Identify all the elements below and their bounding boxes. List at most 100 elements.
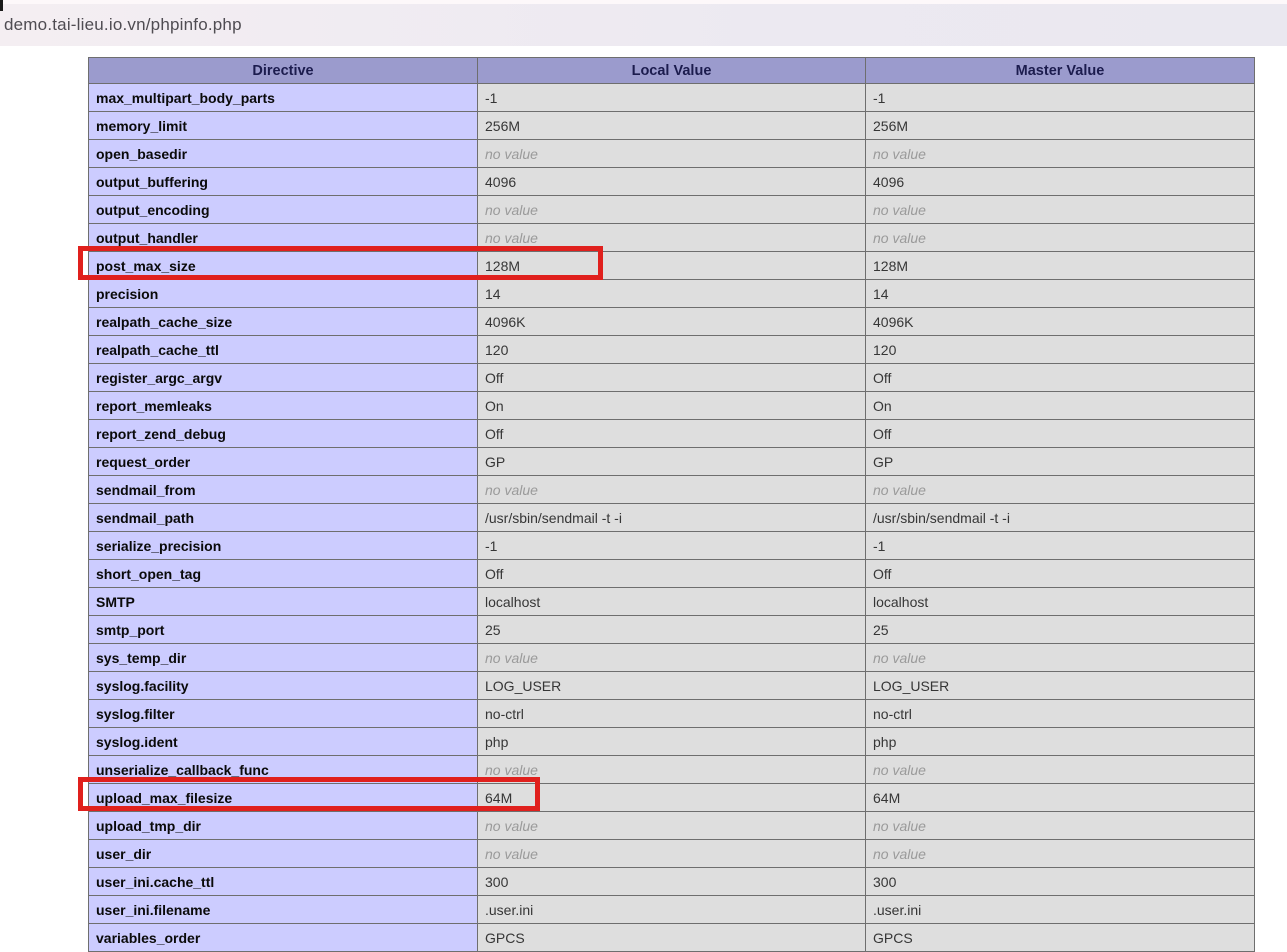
master-value-cell: no-ctrl (865, 699, 1255, 728)
local-value-cell: On (477, 391, 866, 420)
table-row: user_ini.cache_ttl 300 300 (88, 867, 1255, 896)
table-row: output_handler no value no value (88, 223, 1255, 252)
master-value-cell: no value (865, 139, 1255, 168)
directive-cell: upload_max_filesize (88, 783, 478, 812)
master-value-cell: On (865, 391, 1255, 420)
table-row: upload_max_filesize 64M 64M (88, 783, 1255, 812)
local-value-cell: no value (477, 139, 866, 168)
local-value-cell: 64M (477, 783, 866, 812)
directive-cell: register_argc_argv (88, 363, 478, 392)
master-value-cell: 64M (865, 783, 1255, 812)
table-row: sendmail_from no value no value (88, 475, 1255, 504)
table-row: SMTP localhost localhost (88, 587, 1255, 616)
directive-cell: precision (88, 279, 478, 308)
local-value-cell: 25 (477, 615, 866, 644)
local-value-cell: .user.ini (477, 895, 866, 924)
local-value-cell: 120 (477, 335, 866, 364)
directive-cell: report_memleaks (88, 391, 478, 420)
page-url: demo.tai-lieu.io.vn/phpinfo.php (4, 15, 242, 34)
table-row: user_dir no value no value (88, 839, 1255, 868)
master-value-cell: /usr/sbin/sendmail -t -i (865, 503, 1255, 532)
table-row: syslog.filter no-ctrl no-ctrl (88, 699, 1255, 728)
table-row: smtp_port 25 25 (88, 615, 1255, 644)
master-value-cell: -1 (865, 531, 1255, 560)
directive-cell: memory_limit (88, 111, 478, 140)
directive-cell: realpath_cache_ttl (88, 335, 478, 364)
local-value-cell: Off (477, 419, 866, 448)
top-strip (0, 0, 1287, 4)
directive-cell: syslog.ident (88, 727, 478, 756)
local-value-cell: 4096 (477, 167, 866, 196)
master-value-cell: php (865, 727, 1255, 756)
directive-cell: output_buffering (88, 167, 478, 196)
address-bar[interactable]: demo.tai-lieu.io.vn/phpinfo.php (0, 4, 1287, 46)
table-row: open_basedir no value no value (88, 139, 1255, 168)
table-row: max_multipart_body_parts -1 -1 (88, 83, 1255, 112)
directive-cell: sendmail_path (88, 503, 478, 532)
master-value-cell: no value (865, 195, 1255, 224)
local-value-cell: 4096K (477, 307, 866, 336)
directive-cell: syslog.filter (88, 699, 478, 728)
directive-cell: syslog.facility (88, 671, 478, 700)
local-value-cell: no value (477, 223, 866, 252)
directive-cell: user_ini.cache_ttl (88, 867, 478, 896)
master-value-cell: GPCS (865, 923, 1255, 952)
directive-cell: output_handler (88, 223, 478, 252)
local-value-cell: no value (477, 755, 866, 784)
directive-cell: realpath_cache_size (88, 307, 478, 336)
master-value-cell: 120 (865, 335, 1255, 364)
directive-cell: user_ini.filename (88, 895, 478, 924)
local-value-cell: localhost (477, 587, 866, 616)
directive-cell: sys_temp_dir (88, 643, 478, 672)
master-value-cell: no value (865, 475, 1255, 504)
table-row: request_order GP GP (88, 447, 1255, 476)
master-value-cell: 14 (865, 279, 1255, 308)
local-value-cell: Off (477, 559, 866, 588)
local-value-cell: 256M (477, 111, 866, 140)
table-header-row: Directive Local Value Master Value (88, 57, 1255, 84)
local-value-cell: LOG_USER (477, 671, 866, 700)
table-row: sys_temp_dir no value no value (88, 643, 1255, 672)
header-master-value: Master Value (865, 57, 1255, 84)
local-value-cell: php (477, 727, 866, 756)
master-value-cell: LOG_USER (865, 671, 1255, 700)
table-row: memory_limit 256M 256M (88, 111, 1255, 140)
local-value-cell: 300 (477, 867, 866, 896)
table-row: precision 14 14 (88, 279, 1255, 308)
directive-cell: unserialize_callback_func (88, 755, 478, 784)
master-value-cell: Off (865, 419, 1255, 448)
directive-cell: user_dir (88, 839, 478, 868)
master-value-cell: 128M (865, 251, 1255, 280)
table-row: unserialize_callback_func no value no valu… (88, 755, 1255, 784)
table-row: sendmail_path/usr/sbin/sendmail -t -i/us… (88, 503, 1255, 532)
master-value-cell: Off (865, 363, 1255, 392)
directive-cell: short_open_tag (88, 559, 478, 588)
master-value-cell: no value (865, 223, 1255, 252)
local-value-cell: -1 (477, 531, 866, 560)
master-value-cell: no value (865, 643, 1255, 672)
local-value-cell: no value (477, 475, 866, 504)
master-value-cell: no value (865, 811, 1255, 840)
directive-cell: request_order (88, 447, 478, 476)
master-value-cell: 4096 (865, 167, 1255, 196)
table-row: serialize_precision -1 -1 (88, 531, 1255, 560)
directive-cell: open_basedir (88, 139, 478, 168)
table-row: realpath_cache_size 4096K 4096K (88, 307, 1255, 336)
table-row: upload_tmp_dir no value no value (88, 811, 1255, 840)
directive-cell: SMTP (88, 587, 478, 616)
table-row: register_argc_argv Off Off (88, 363, 1255, 392)
local-value-cell: -1 (477, 83, 866, 112)
directive-cell: upload_tmp_dir (88, 811, 478, 840)
directive-cell: max_multipart_body_parts (88, 83, 478, 112)
master-value-cell: 4096K (865, 307, 1255, 336)
master-value-cell: 25 (865, 615, 1255, 644)
directive-cell: report_zend_debug (88, 419, 478, 448)
local-value-cell: no value (477, 811, 866, 840)
directive-cell: serialize_precision (88, 531, 478, 560)
local-value-cell: no value (477, 643, 866, 672)
directive-cell: output_encoding (88, 195, 478, 224)
directive-cell: smtp_port (88, 615, 478, 644)
master-value-cell: GP (865, 447, 1255, 476)
master-value-cell: no value (865, 839, 1255, 868)
local-value-cell: no-ctrl (477, 699, 866, 728)
